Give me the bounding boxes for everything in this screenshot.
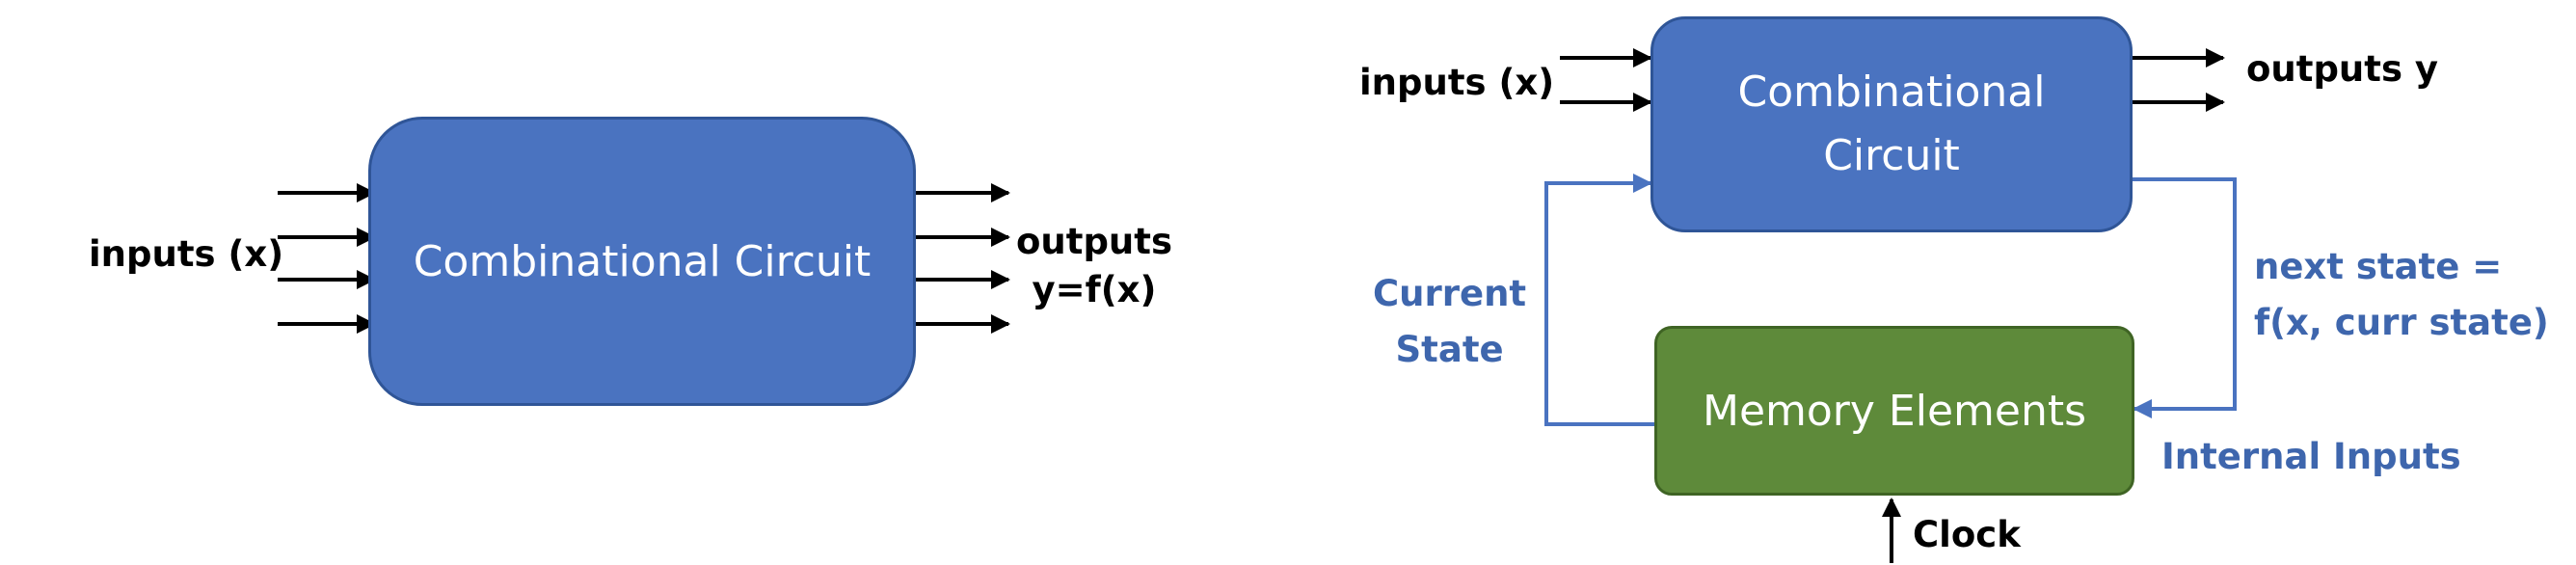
- current-state-feedback-line: [1544, 174, 1654, 426]
- current-state-label-line2: State: [1395, 329, 1504, 370]
- internal-inputs-label: Internal Inputs: [2161, 436, 2461, 477]
- left-outputs-label: outputs y=f(x): [1016, 218, 1172, 314]
- left-output-arrows: [916, 183, 1010, 334]
- right-combinational-circuit-block: Combinational Circuit: [1650, 16, 2133, 232]
- left-outputs-label-line2: y=f(x): [1032, 269, 1157, 310]
- combinational-circuit-block: Combinational Circuit: [368, 117, 916, 406]
- current-state-label-line1: Current: [1373, 273, 1527, 314]
- left-input-arrows: [278, 183, 376, 334]
- next-state-label-line1: next state =: [2254, 246, 2503, 287]
- right-outputs-label: outputs y: [2246, 48, 2438, 90]
- clock-label: Clock: [1913, 514, 2021, 555]
- current-state-label: Current State: [1373, 266, 1526, 378]
- next-state-label-line2: f(x, curr state): [2254, 302, 2549, 343]
- right-comb-label-line1: Combinational: [1737, 67, 2046, 117]
- right-inputs-label: inputs (x): [1359, 62, 1555, 103]
- left-inputs-label: inputs (x): [89, 233, 284, 275]
- memory-elements-block: Memory Elements: [1654, 326, 2134, 496]
- next-state-label: next state = f(x, curr state): [2254, 239, 2549, 351]
- right-input-arrows: [1560, 48, 1652, 112]
- next-state-line: [2133, 177, 2237, 418]
- right-comb-label-line2: Circuit: [1823, 131, 1960, 180]
- right-output-arrows: [2133, 48, 2225, 112]
- left-outputs-label-line1: outputs: [1016, 221, 1172, 262]
- combinational-circuit-label: Combinational Circuit: [413, 236, 872, 286]
- memory-elements-label: Memory Elements: [1702, 386, 2087, 436]
